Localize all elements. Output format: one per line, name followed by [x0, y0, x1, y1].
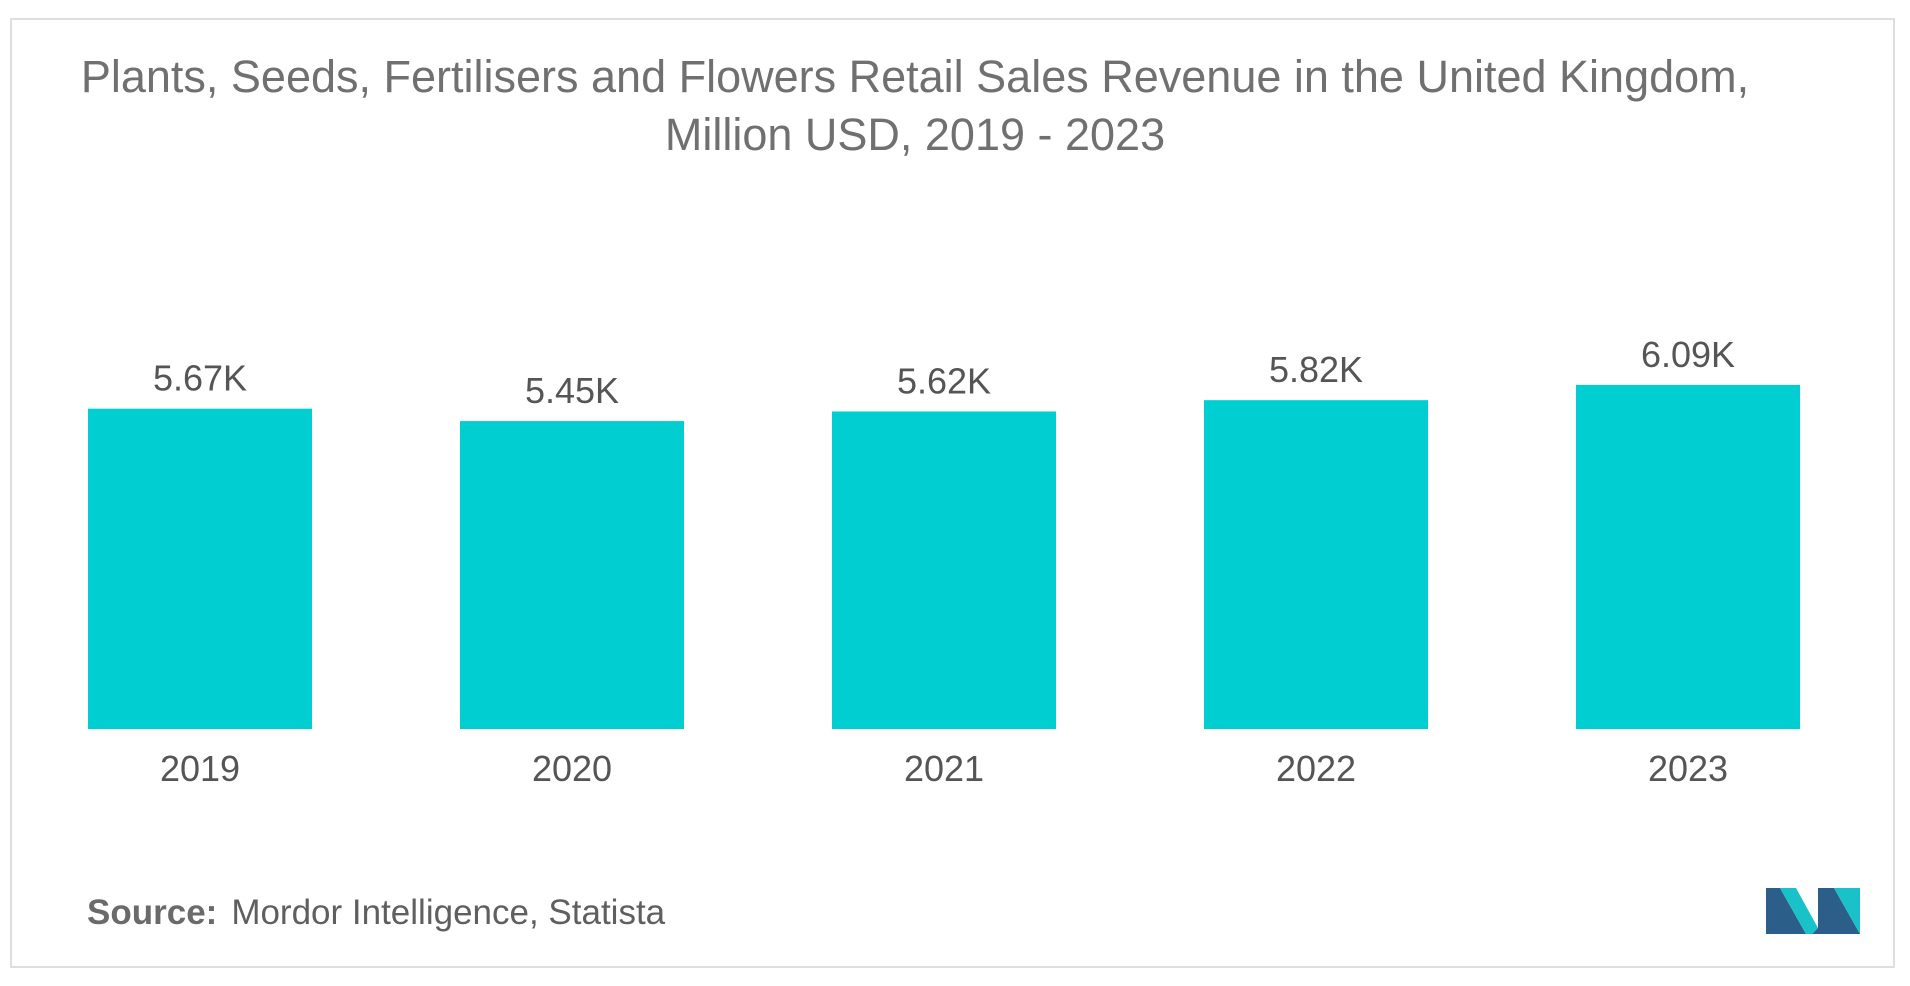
data-labels-layer: 5.67K 5.45K 5.62K 5.82K 6.09K [153, 334, 1735, 411]
source-label: Source: [87, 893, 218, 932]
bar-2019 [88, 408, 312, 729]
bar-2022 [1204, 400, 1428, 729]
data-label-2022: 5.82K [1269, 349, 1363, 390]
data-label-2021: 5.62K [897, 360, 991, 401]
source-text: Mordor Intelligence, Statista [231, 893, 666, 932]
bars-layer [88, 384, 1800, 729]
x-axis-ticks-layer: 2019 2020 2021 2022 2023 [160, 748, 1728, 789]
chart-title: Plants, Seeds, Fertilisers and Flowers R… [80, 51, 1750, 160]
mordor-intelligence-logo-icon [1766, 888, 1860, 934]
source-note: Source: Mordor Intelligence, Statista [87, 893, 665, 933]
data-label-2019: 5.67K [153, 358, 247, 399]
x-tick-2022: 2022 [1276, 748, 1356, 789]
bar-2023 [1576, 384, 1800, 729]
x-tick-2021: 2021 [904, 748, 984, 789]
x-tick-2019: 2019 [160, 748, 240, 789]
data-label-2020: 5.45K [525, 370, 619, 411]
bar-2021 [832, 411, 1056, 729]
x-tick-2023: 2023 [1648, 748, 1728, 789]
x-tick-2020: 2020 [532, 748, 612, 789]
data-label-2023: 6.09K [1641, 334, 1735, 375]
bar-2020 [460, 421, 684, 729]
